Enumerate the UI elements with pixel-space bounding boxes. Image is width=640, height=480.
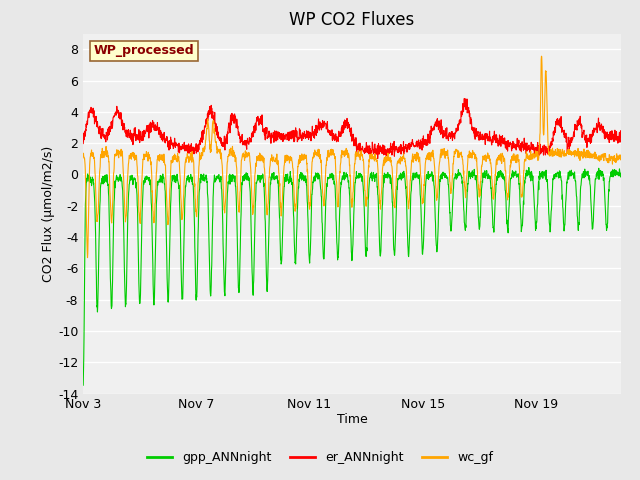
Text: WP_processed: WP_processed	[94, 44, 195, 58]
Y-axis label: CO2 Flux (μmol/m2/s): CO2 Flux (μmol/m2/s)	[42, 145, 55, 282]
Title: WP CO2 Fluxes: WP CO2 Fluxes	[289, 11, 415, 29]
X-axis label: Time: Time	[337, 413, 367, 426]
Legend: gpp_ANNnight, er_ANNnight, wc_gf: gpp_ANNnight, er_ANNnight, wc_gf	[142, 446, 498, 469]
